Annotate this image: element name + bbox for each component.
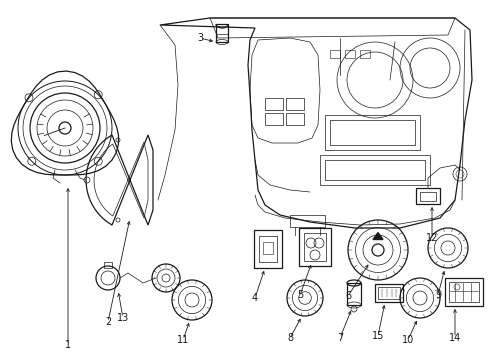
Bar	[377, 287, 399, 299]
Bar	[325, 115, 419, 150]
Text: 3: 3	[197, 33, 203, 43]
Bar	[298, 228, 330, 266]
Bar	[325, 160, 424, 180]
Text: 9: 9	[434, 290, 440, 300]
Bar	[448, 282, 478, 302]
Bar	[263, 242, 272, 254]
Bar	[359, 50, 369, 58]
Bar	[346, 283, 360, 305]
Bar	[374, 284, 402, 302]
Text: 11: 11	[177, 335, 189, 345]
Bar	[285, 113, 304, 125]
Text: 4: 4	[251, 293, 258, 303]
Text: 7: 7	[336, 333, 343, 343]
Bar	[264, 98, 283, 110]
Bar	[259, 236, 276, 262]
Text: 12: 12	[425, 233, 437, 243]
Bar	[289, 215, 325, 227]
Polygon shape	[372, 233, 382, 239]
Text: 1: 1	[65, 340, 71, 350]
Text: 13: 13	[117, 313, 129, 323]
Bar	[329, 120, 414, 145]
Text: 8: 8	[286, 333, 292, 343]
Bar	[419, 192, 435, 201]
Bar	[285, 98, 304, 110]
Bar	[253, 230, 282, 268]
Text: 2: 2	[104, 317, 111, 327]
Bar	[104, 262, 112, 268]
Bar	[264, 113, 283, 125]
Text: 5: 5	[296, 290, 303, 300]
Text: 15: 15	[371, 331, 384, 341]
Bar	[329, 50, 339, 58]
Bar	[345, 50, 354, 58]
Text: 14: 14	[448, 333, 460, 343]
Text: 6: 6	[344, 291, 350, 301]
Bar	[304, 233, 325, 261]
Bar	[319, 155, 429, 185]
Bar	[415, 188, 439, 204]
Bar	[444, 278, 482, 306]
Text: 10: 10	[401, 335, 413, 345]
Bar	[216, 24, 227, 42]
